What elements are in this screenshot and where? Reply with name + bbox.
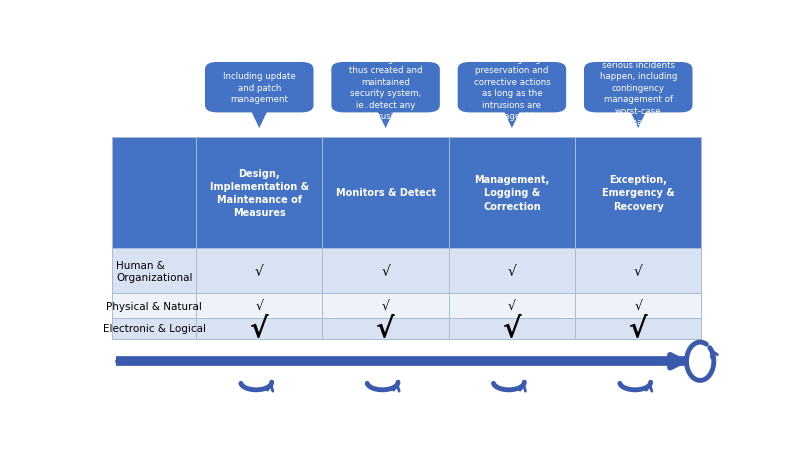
Polygon shape <box>250 108 269 129</box>
FancyBboxPatch shape <box>584 63 693 113</box>
FancyBboxPatch shape <box>331 63 440 113</box>
Text: √: √ <box>376 314 395 342</box>
Text: √: √ <box>255 299 263 313</box>
Bar <box>112 138 702 339</box>
Text: Monitors & Detect: Monitors & Detect <box>335 188 436 198</box>
Text: Human &
Organizational: Human & Organizational <box>116 260 193 282</box>
Text: Monitoring of  the
thus created and
maintained
security system,
ie..detect any
i: Monitoring of the thus created and maint… <box>347 55 424 121</box>
Text: Including update
and patch
management: Including update and patch management <box>223 72 296 104</box>
Text: √: √ <box>629 314 647 342</box>
Polygon shape <box>628 108 648 129</box>
FancyBboxPatch shape <box>458 63 566 113</box>
Text: √: √ <box>250 314 269 342</box>
Text: √: √ <box>382 299 390 313</box>
Text: √: √ <box>634 299 642 313</box>
Text: √: √ <box>255 264 264 278</box>
Text: √: √ <box>502 314 521 342</box>
Text: √: √ <box>381 264 390 278</box>
Text: Management,
Logging &
Correction: Management, Logging & Correction <box>474 175 550 211</box>
Polygon shape <box>502 108 522 129</box>
Text: √: √ <box>634 264 642 278</box>
Bar <box>112 249 702 294</box>
Text: Exception,
Emergency &
Recovery: Exception, Emergency & Recovery <box>602 175 674 211</box>
Text: √: √ <box>507 264 516 278</box>
Bar <box>112 138 702 249</box>
Bar <box>112 318 702 339</box>
Bar <box>112 294 702 318</box>
Text: Electronic & Logical: Electronic & Logical <box>102 323 206 333</box>
FancyBboxPatch shape <box>205 63 314 113</box>
Polygon shape <box>376 108 395 129</box>
Text: Physical & Natural: Physical & Natural <box>106 301 202 311</box>
Text: √: √ <box>508 299 516 313</box>
Text: Design,
Implementation &
Maintenance of
Measures: Design, Implementation & Maintenance of … <box>210 168 309 218</box>
Text: Including Log
preservation and
corrective actions
as long as the
intrusions are
: Including Log preservation and correctiv… <box>474 55 550 121</box>
Text: When more
serious incidents
happen, including
contingency
management of
worst-ca: When more serious incidents happen, incl… <box>599 49 677 127</box>
